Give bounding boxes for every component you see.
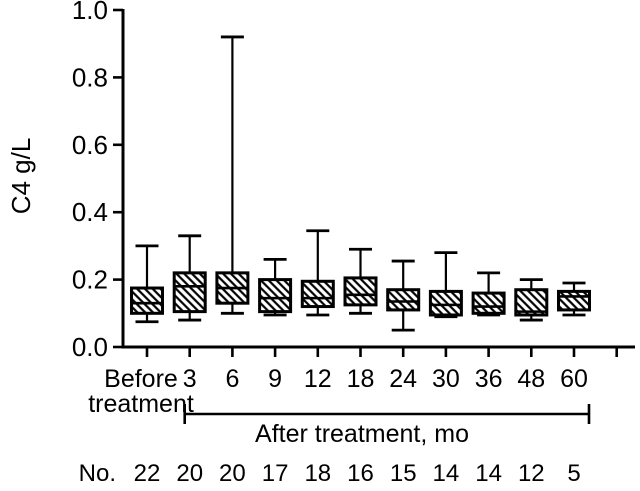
x-tick-label: Before xyxy=(104,365,178,393)
box xyxy=(386,288,421,312)
box xyxy=(300,279,335,309)
box xyxy=(130,286,164,315)
box xyxy=(471,291,506,315)
x-tick-label: 3 xyxy=(183,365,197,393)
box xyxy=(258,278,293,314)
y-axis-title: C4 g/L xyxy=(6,138,36,215)
count-value: 5 xyxy=(567,460,580,487)
x-tick-label: 6 xyxy=(225,365,239,393)
count-value: 16 xyxy=(347,460,374,487)
y-tick-label: 0.0 xyxy=(72,332,108,362)
box xyxy=(172,271,207,314)
y-tick-label: 0.8 xyxy=(72,62,108,92)
box xyxy=(557,289,591,312)
count-value: 12 xyxy=(518,460,545,487)
x-tick-label: 9 xyxy=(268,365,282,393)
y-tick-label: 0.6 xyxy=(72,130,108,160)
x-tick-label: 12 xyxy=(304,365,332,393)
x-tick-label: 18 xyxy=(347,365,375,393)
count-value: 17 xyxy=(262,460,289,487)
count-value: 22 xyxy=(134,460,161,487)
plot-area: 0.00.20.40.60.81.0C4 g/LBeforetreatment3… xyxy=(6,0,635,487)
x-tick-label: treatment xyxy=(88,390,194,418)
bracket xyxy=(183,404,591,424)
x-tick-label: 48 xyxy=(517,365,545,393)
count-value: 20 xyxy=(219,460,246,487)
x-tick-label: 60 xyxy=(560,365,588,393)
y-tick-label: 0.4 xyxy=(72,197,108,227)
x-tick-label: 24 xyxy=(389,365,417,393)
count-value: 20 xyxy=(176,460,203,487)
bracket-label: After treatment, mo xyxy=(255,420,469,448)
x-tick-label: 36 xyxy=(475,365,503,393)
count-value: 14 xyxy=(475,460,502,487)
x-tick-label: 30 xyxy=(432,365,460,393)
box xyxy=(343,276,378,307)
count-value: 18 xyxy=(304,460,331,487)
counts-row-label: No. xyxy=(79,460,116,487)
count-value: 14 xyxy=(433,460,460,487)
y-tick-label: 0.2 xyxy=(72,265,108,295)
count-value: 15 xyxy=(390,460,417,487)
y-tick-label: 1.0 xyxy=(72,0,108,25)
box xyxy=(428,289,463,317)
